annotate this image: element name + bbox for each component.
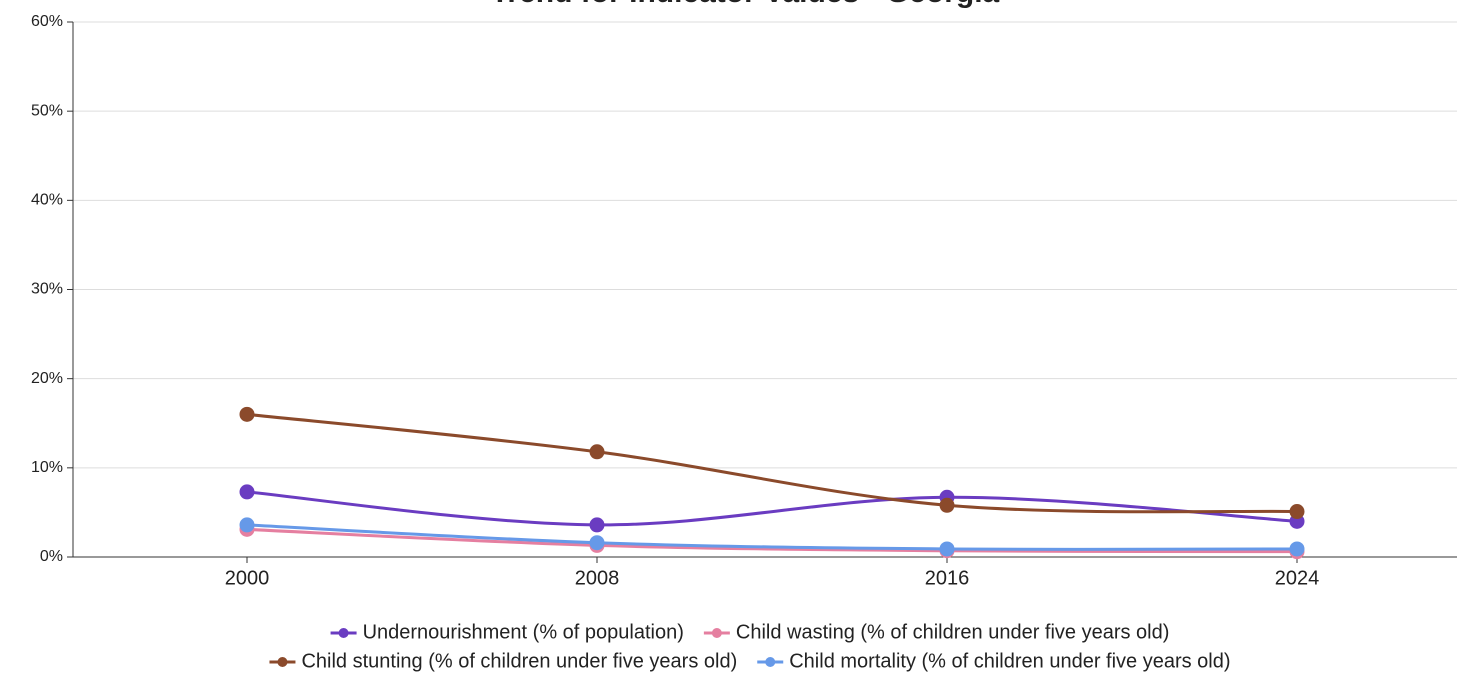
series-line	[246, 523, 1298, 551]
legend-row: Child stunting (% of children under five…	[269, 650, 1231, 672]
series-line	[246, 490, 1298, 527]
point	[239, 484, 255, 500]
legend-label: Child wasting (% of children under five …	[736, 621, 1170, 643]
y-tick-label: 20%	[31, 370, 63, 387]
series-line	[246, 527, 1298, 554]
legend-swatch-dot	[711, 628, 722, 638]
x-tick-label: 2016	[925, 567, 970, 589]
point	[1289, 541, 1305, 557]
y-tick-label: 60%	[31, 13, 63, 30]
point	[239, 517, 255, 533]
y-tick-label: 50%	[31, 102, 63, 119]
point	[589, 444, 605, 460]
legend-label: Undernourishment (% of population)	[363, 621, 684, 643]
legend-swatch-dot	[277, 657, 288, 667]
legend-swatch-dot	[765, 657, 776, 667]
point	[589, 517, 605, 533]
y-tick-label: 30%	[31, 281, 63, 298]
legend-label: Child mortality (% of children under fiv…	[789, 650, 1230, 672]
chart-title: Trend for Indicator Values - Georgia	[491, 0, 1000, 9]
x-tick-label: 2008	[575, 567, 620, 589]
legend-row: Undernourishment (% of population) Child …	[330, 621, 1170, 643]
legend-swatch-dot	[338, 628, 349, 638]
legend-label: Child stunting (% of children under five…	[301, 650, 737, 672]
point	[939, 541, 955, 557]
y-tick-label: 10%	[31, 459, 63, 476]
y-tick-label: 0%	[40, 548, 63, 565]
y-tick-label: 40%	[31, 192, 63, 209]
series-line	[246, 412, 1298, 514]
point	[239, 406, 255, 422]
x-tick-label: 2024	[1275, 567, 1320, 589]
point	[939, 497, 955, 513]
point	[1289, 504, 1305, 520]
point	[589, 535, 605, 551]
x-tick-label: 2000	[225, 567, 270, 589]
